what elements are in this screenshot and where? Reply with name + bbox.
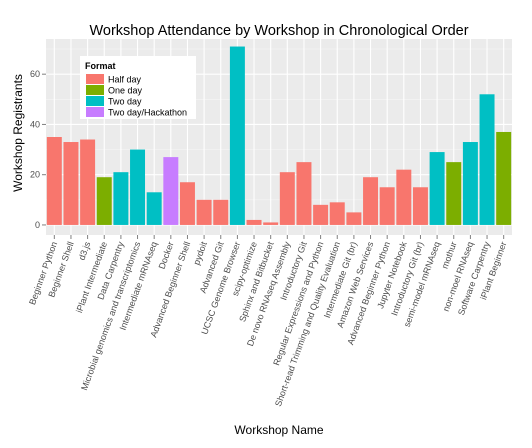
legend-label: One day — [108, 86, 143, 96]
bar — [329, 202, 345, 225]
y-tick-label: 40 — [30, 119, 40, 129]
bars-group — [46, 46, 512, 225]
bar — [279, 172, 295, 225]
bar — [113, 172, 129, 225]
bar — [446, 162, 462, 225]
bar — [263, 222, 279, 225]
bar — [46, 137, 62, 225]
bar — [296, 162, 312, 225]
bar — [496, 131, 512, 225]
bar — [179, 182, 195, 225]
bar — [379, 187, 395, 225]
legend-swatch — [86, 85, 104, 95]
chart-title: Workshop Attendance by Workshop in Chron… — [89, 23, 468, 39]
bar — [246, 219, 262, 225]
bar — [429, 152, 445, 225]
x-tick-label: d3.js — [77, 240, 93, 262]
bar — [163, 157, 179, 225]
legend-swatch — [86, 107, 104, 117]
bar — [363, 177, 379, 225]
bar — [346, 212, 362, 225]
bar — [96, 177, 112, 225]
bar — [462, 142, 478, 225]
bar — [396, 169, 412, 225]
y-tick-label: 20 — [30, 170, 40, 180]
y-axis-ticks: 0 20 40 60 — [30, 69, 46, 230]
bar — [80, 139, 96, 225]
bar — [63, 142, 79, 225]
bar — [479, 94, 495, 225]
legend-label: Half day — [108, 75, 142, 85]
bar — [229, 46, 245, 225]
bar — [146, 192, 162, 225]
legend-label: Two day/Hackathon — [108, 108, 187, 118]
bar — [313, 204, 329, 225]
x-axis-title: Workshop Name — [234, 423, 323, 437]
y-tick-label: 60 — [30, 69, 40, 79]
legend-swatch — [86, 74, 104, 84]
legend-title: Format — [85, 61, 116, 71]
bar — [412, 187, 428, 225]
legend-label: Two day — [108, 97, 142, 107]
bar — [196, 199, 212, 225]
y-tick-label: 0 — [35, 220, 40, 230]
x-tick-label: pydoit — [191, 240, 209, 266]
bar — [130, 149, 146, 225]
y-axis-title: Workshop Registrants — [11, 74, 25, 192]
bar — [213, 199, 229, 225]
legend-swatch — [86, 96, 104, 106]
